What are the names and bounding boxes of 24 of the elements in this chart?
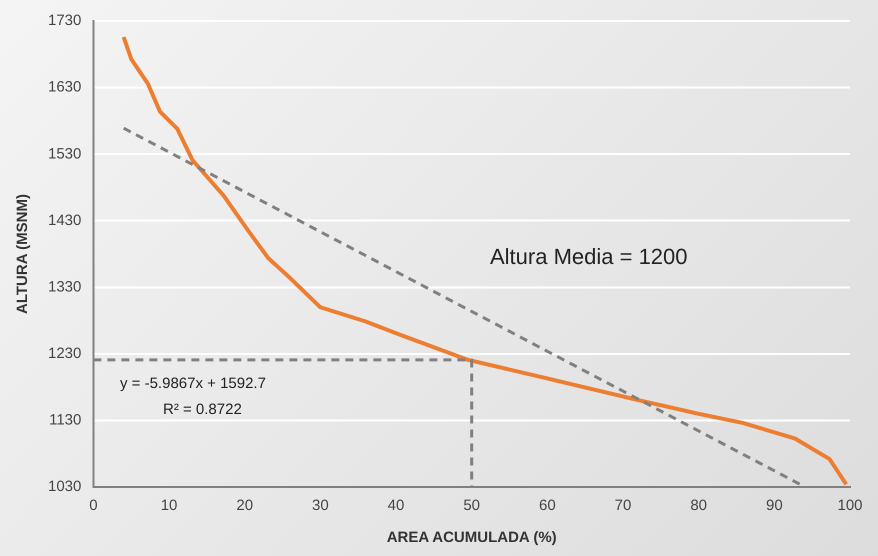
x-tick-label: 30: [312, 497, 329, 514]
x-tick-label: 100: [837, 497, 863, 514]
x-tick-label: 50: [463, 497, 480, 514]
x-tick-label: 70: [614, 497, 632, 514]
y-tick-label: 1030: [48, 478, 82, 496]
y-tick-label: 1230: [48, 345, 82, 362]
x-tick-label: 90: [766, 497, 783, 514]
y-tick-label: 1130: [49, 412, 82, 429]
y-tick-label: 1330: [48, 278, 82, 296]
x-tick-label: 60: [539, 497, 556, 514]
x-tick-label: 10: [160, 497, 178, 514]
y-tick-label: 1530: [48, 145, 82, 162]
annotation: y = -5.9867x + 1592.7: [120, 375, 266, 392]
y-tick-label: 1730: [48, 12, 82, 30]
y-tick-label: 1430: [48, 212, 82, 229]
y-tick-label: 1630: [48, 78, 82, 96]
x-tick-label: 0: [89, 497, 98, 514]
annotation: Altura Media = 1200: [490, 244, 688, 270]
annotation: R² = 0.8722: [163, 401, 242, 418]
x-axis-title: AREA ACUMULADA (%): [386, 529, 557, 546]
x-tick-label: 20: [236, 497, 254, 514]
x-tick-label: 40: [388, 497, 404, 514]
x-tick-label: 80: [690, 497, 708, 514]
y-axis-title: ALTURA (MSNM): [14, 194, 32, 314]
